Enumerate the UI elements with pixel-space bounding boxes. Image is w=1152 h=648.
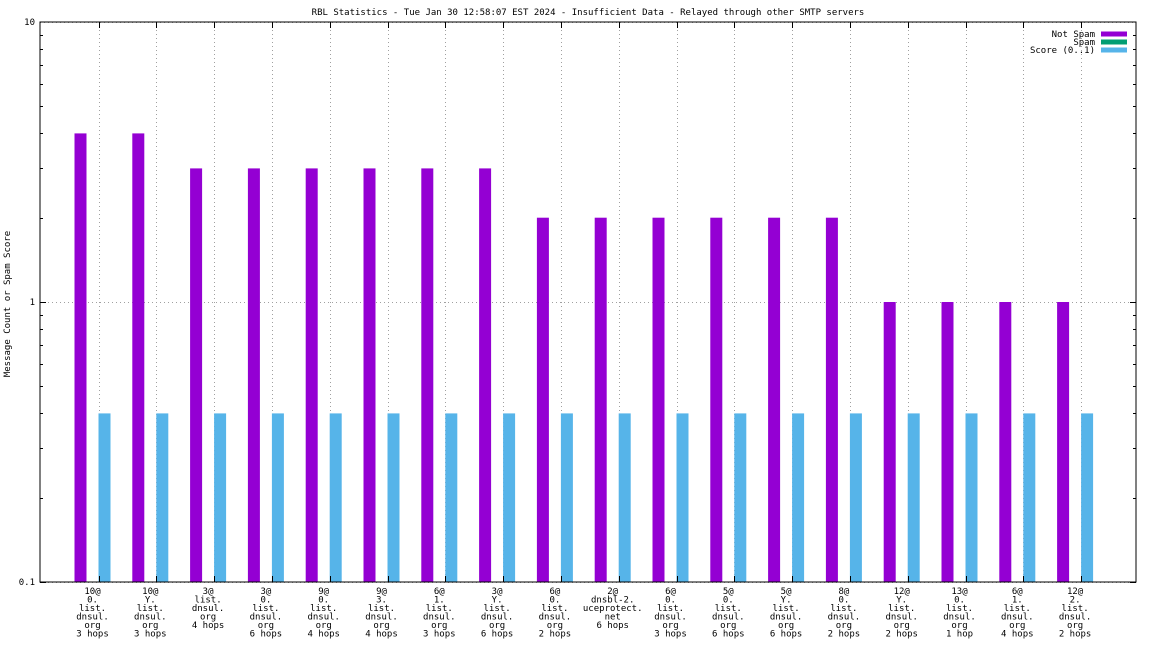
bar-not-spam [536, 217, 549, 582]
bar-score-0-1 [907, 413, 920, 582]
x-tick-label: 6@ 1. list. dnsul. org 3 hops [423, 587, 456, 640]
x-tick-label: 6@ 0. list. dnsul. org 2 hops [539, 587, 572, 640]
bar-score-0-1 [445, 413, 458, 582]
y-tick-label: 1 [30, 298, 35, 308]
bar-not-spam [883, 302, 896, 582]
bar-not-spam [941, 302, 954, 582]
bar-not-spam [479, 168, 492, 582]
x-tick-label: 12@ 2. list. dnsul. org 2 hops [1059, 587, 1092, 640]
bar-score-0-1 [503, 413, 516, 582]
bar-score-0-1 [676, 413, 689, 582]
x-tick-label: 6@ 1. list. dnsul. org 4 hops [1001, 587, 1034, 640]
x-tick-label: 5@ Y. list. dnsul. org 6 hops [770, 587, 803, 640]
bar-score-0-1 [849, 413, 862, 582]
bar-score-0-1 [965, 413, 978, 582]
x-tick-label: 2@ dnsbl-2. uceprotect. net 6 hops [583, 587, 643, 631]
x-tick-label: 13@ 0. list. dnsul. org 1 hop [943, 587, 976, 640]
x-tick-label: 6@ 0. list. dnsul. org 3 hops [654, 587, 687, 640]
bar-score-0-1 [387, 413, 400, 582]
x-tick-label: 5@ 0. list. dnsul. org 6 hops [712, 587, 745, 640]
bar-not-spam [768, 217, 781, 582]
chart-title: RBL Statistics - Tue Jan 30 12:58:07 EST… [312, 8, 865, 18]
legend-swatch [1101, 47, 1127, 53]
bar-not-spam [999, 302, 1012, 582]
bar-not-spam [421, 168, 434, 582]
bars [74, 133, 1094, 582]
bar-not-spam [652, 217, 665, 582]
legend-label: Spam [1073, 38, 1095, 48]
bar-score-0-1 [329, 413, 342, 582]
y-axis-label: Message Count or Spam Score [3, 231, 13, 377]
bar-not-spam [247, 168, 260, 582]
x-tick-label: 10@ 0. list. dnsul. org 3 hops [76, 587, 109, 640]
x-tick-label: 3@ Y. list. dnsul. org 6 hops [481, 587, 514, 640]
legend-swatch [1101, 39, 1127, 45]
x-tick-label: 10@ Y. list. dnsul. org 3 hops [134, 587, 167, 640]
x-tick-label: 9@ 3. list. dnsul. org 4 hops [365, 587, 398, 640]
x-tick-label: 12@ Y. list. dnsul. org 2 hops [885, 587, 918, 640]
bar-score-0-1 [734, 413, 747, 582]
bar-not-spam [710, 217, 723, 582]
x-tick-label: 9@ 0. list. dnsul. org 4 hops [307, 587, 340, 640]
y-tick-label: 0.1 [19, 578, 35, 588]
bar-not-spam [190, 168, 203, 582]
bar-not-spam [594, 217, 607, 582]
legend-swatch [1101, 31, 1127, 37]
bar-score-0-1 [1081, 413, 1094, 582]
bar-not-spam [363, 168, 376, 582]
x-tick-label: 3@ 0. list. dnsul. org 6 hops [250, 587, 283, 640]
bar-score-0-1 [560, 413, 573, 582]
bar-not-spam [1057, 302, 1070, 582]
axis-ticks: 0.1 1 10 10@ 0. list. dnsul. org 3 hops 10@ Y. list… [19, 18, 1136, 640]
bar-not-spam [74, 133, 87, 582]
legend-label: Score (0..1) [1030, 46, 1095, 56]
bar-not-spam [132, 133, 145, 582]
legend-label: Not Spam [1052, 30, 1095, 40]
bar-score-0-1 [1023, 413, 1036, 582]
x-tick-label: 3@ list. dnsul. org 4 hops [192, 587, 225, 631]
bar-score-0-1 [98, 413, 111, 582]
bar-score-0-1 [214, 413, 227, 582]
x-tick-label: 8@ 0. list. dnsul. org 2 hops [828, 587, 861, 640]
bar-not-spam [825, 217, 838, 582]
bar-score-0-1 [156, 413, 169, 582]
bar-not-spam [305, 168, 318, 582]
y-tick-label: 10 [24, 18, 35, 28]
bar-score-0-1 [618, 413, 631, 582]
bar-score-0-1 [271, 413, 284, 582]
bar-score-0-1 [792, 413, 805, 582]
